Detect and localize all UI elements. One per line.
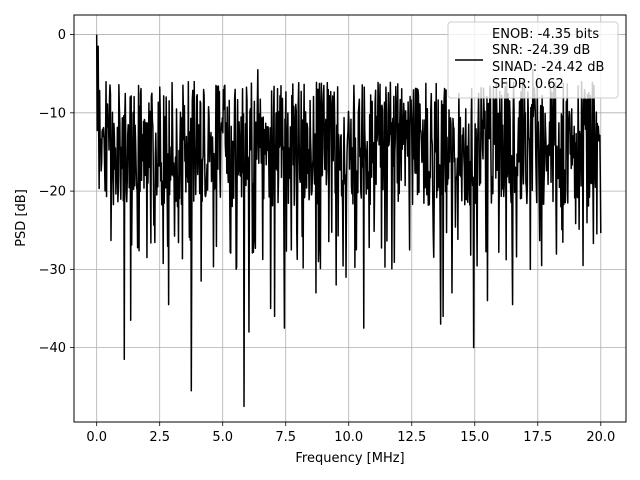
x-tick-label: 10.0 bbox=[334, 430, 363, 445]
y-tick-label: 0 bbox=[58, 28, 66, 43]
x-axis-label: Frequency [MHz] bbox=[295, 451, 404, 466]
x-tick-label: 15.0 bbox=[460, 430, 489, 445]
legend: ENOB: -4.35 bits SNR: -24.39 dB SINAD: -… bbox=[447, 21, 619, 99]
legend-line-sfdr: SFDR: 0.62 bbox=[492, 77, 564, 92]
x-tick-label: 0.0 bbox=[86, 430, 107, 445]
x-tick-label: 7.5 bbox=[275, 430, 296, 445]
legend-box bbox=[447, 21, 619, 99]
y-axis-ticks: 0 −10 −20 −30 −40 bbox=[39, 28, 74, 356]
x-axis-ticks: 0.0 2.5 5.0 7.5 10.0 12.5 15.0 17.5 20.0 bbox=[86, 422, 615, 445]
psd-series-line bbox=[95, 34, 602, 408]
x-tick-label: 20.0 bbox=[586, 430, 615, 445]
y-axis-label: PSD [dB] bbox=[14, 189, 29, 247]
legend-line-sinad: SINAD: -24.42 dB bbox=[492, 60, 604, 75]
x-tick-label: 2.5 bbox=[149, 430, 170, 445]
legend-line-snr: SNR: -24.39 dB bbox=[492, 43, 590, 58]
plot-frame bbox=[73, 14, 627, 423]
x-tick-label: 12.5 bbox=[397, 430, 426, 445]
y-tick-label: −40 bbox=[39, 341, 66, 356]
y-tick-label: −10 bbox=[39, 106, 66, 121]
y-tick-label: −30 bbox=[39, 263, 66, 278]
x-tick-label: 17.5 bbox=[523, 430, 552, 445]
legend-line-enob: ENOB: -4.35 bits bbox=[492, 27, 599, 42]
y-tick-label: −20 bbox=[39, 185, 66, 200]
x-tick-label: 5.0 bbox=[212, 430, 233, 445]
